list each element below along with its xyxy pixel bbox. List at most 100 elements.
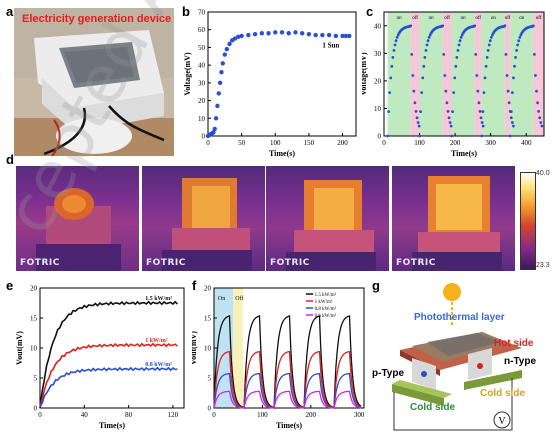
data-point [452,91,456,95]
y-axis-label: Vout(mV) [192,331,198,365]
chart-e: 0 40 80 120 0 5 10 15 20 Time(s) Vout(mV) 1.5 kW/m²… [15,285,185,430]
data-point [279,30,285,35]
data-point [326,32,332,38]
off-band [504,12,511,136]
data-point [454,64,458,68]
data-point [538,116,542,120]
data-point [347,33,352,39]
data-point [410,52,414,56]
data-point [488,39,492,43]
data-point [487,43,491,47]
y-axis-label: Voltage(mV) [183,52,192,96]
data-point [424,48,428,52]
data-point [486,48,490,52]
data-point [508,134,512,138]
data-point [534,74,537,77]
data-point [217,80,223,86]
y-tick-label: 0 [202,133,206,141]
band-label: on [429,16,435,21]
series-label: 0.8 kW/m² [145,362,172,368]
x-tick-label: 200 [306,411,317,419]
data-point [449,124,453,128]
thermal-brand-4: FOTRIC [396,258,436,268]
x-tick-label: 200 [337,139,348,147]
data-point [395,35,399,39]
data-point [514,55,517,59]
data-point [533,52,536,56]
thermal-brand-2: FOTRIC [146,258,186,268]
data-point [507,101,511,105]
data-point [513,64,516,68]
data-point [536,101,539,105]
x-tick-label: 80 [125,411,133,419]
data-point [459,35,463,39]
y-tick-label: 0 [34,405,38,413]
x-tick-label: 150 [304,139,315,147]
x-axis-label: Time(s) [451,149,477,158]
colorbar-max: 40.0 [536,170,550,177]
data-point [503,24,507,28]
y-tick-label: 60 [198,26,206,34]
y-tick-label: 20 [204,285,212,293]
on-band [387,12,411,136]
data-point [445,101,449,105]
data-point [306,31,312,37]
data-point [286,31,291,36]
series-line [213,350,362,410]
data-point [478,110,482,113]
series-line [213,390,362,409]
band-label: on [461,16,467,21]
y-axis-label: Voltage(mV) [362,52,368,96]
data-point [299,31,305,36]
n-type-label: n-Type [504,356,536,367]
data-point [517,39,521,43]
data-point [213,116,219,121]
off-band [233,288,244,408]
panel-g-schematic: V Photothermal layer Hot side p-Type n-T… [372,283,536,431]
data-point [388,91,392,95]
chart-f: On Off 0 100 200 300 0 5 10 15 20 Time(s) Vout(mV) 1.… [192,285,365,431]
data-point [391,55,395,59]
band-label: off [536,16,542,21]
data-point [481,110,485,114]
data-point [441,24,445,28]
data-point [483,76,487,80]
y-tick-label: 10 [198,115,206,123]
panel-c-letter: c [366,4,374,19]
data-point [412,89,416,93]
data-point [512,124,515,128]
chart-c: on off on off on off on off on off 0 100 200 300 400 0 1… [362,11,545,158]
colorbar-min: 23.3 [536,262,550,269]
data-point [448,121,452,124]
series-line [213,372,362,409]
data-point [510,121,514,124]
data-point [239,33,244,39]
data-point [216,91,221,96]
on-band [419,12,443,136]
data-point [512,76,515,80]
y-tick-label: 10 [30,345,38,353]
data-point [320,32,325,38]
off-band [474,12,482,136]
data-point [476,89,480,93]
cold-side-right-label: Cold side [480,388,525,399]
legend-label: 0.6 kW/m² [315,313,337,319]
data-point [444,89,448,93]
data-point [482,91,486,95]
band-label: on [519,16,525,21]
data-point [389,76,393,80]
series-label: 1.5 kW/m² [145,296,172,302]
band-label-on: On [218,296,225,302]
data-point [442,52,446,56]
band-label: on [491,16,497,21]
data-point [423,55,427,59]
band-label: off [475,16,481,21]
data-point [426,39,430,43]
data-point [393,43,397,47]
x-axis-label: Time(s) [99,421,125,430]
y-tick-label: 30 [198,79,206,87]
x-tick-label: 100 [414,139,425,147]
plot-frame [39,287,185,409]
y-tick-label: 50 [198,44,206,52]
data-point [224,47,230,52]
